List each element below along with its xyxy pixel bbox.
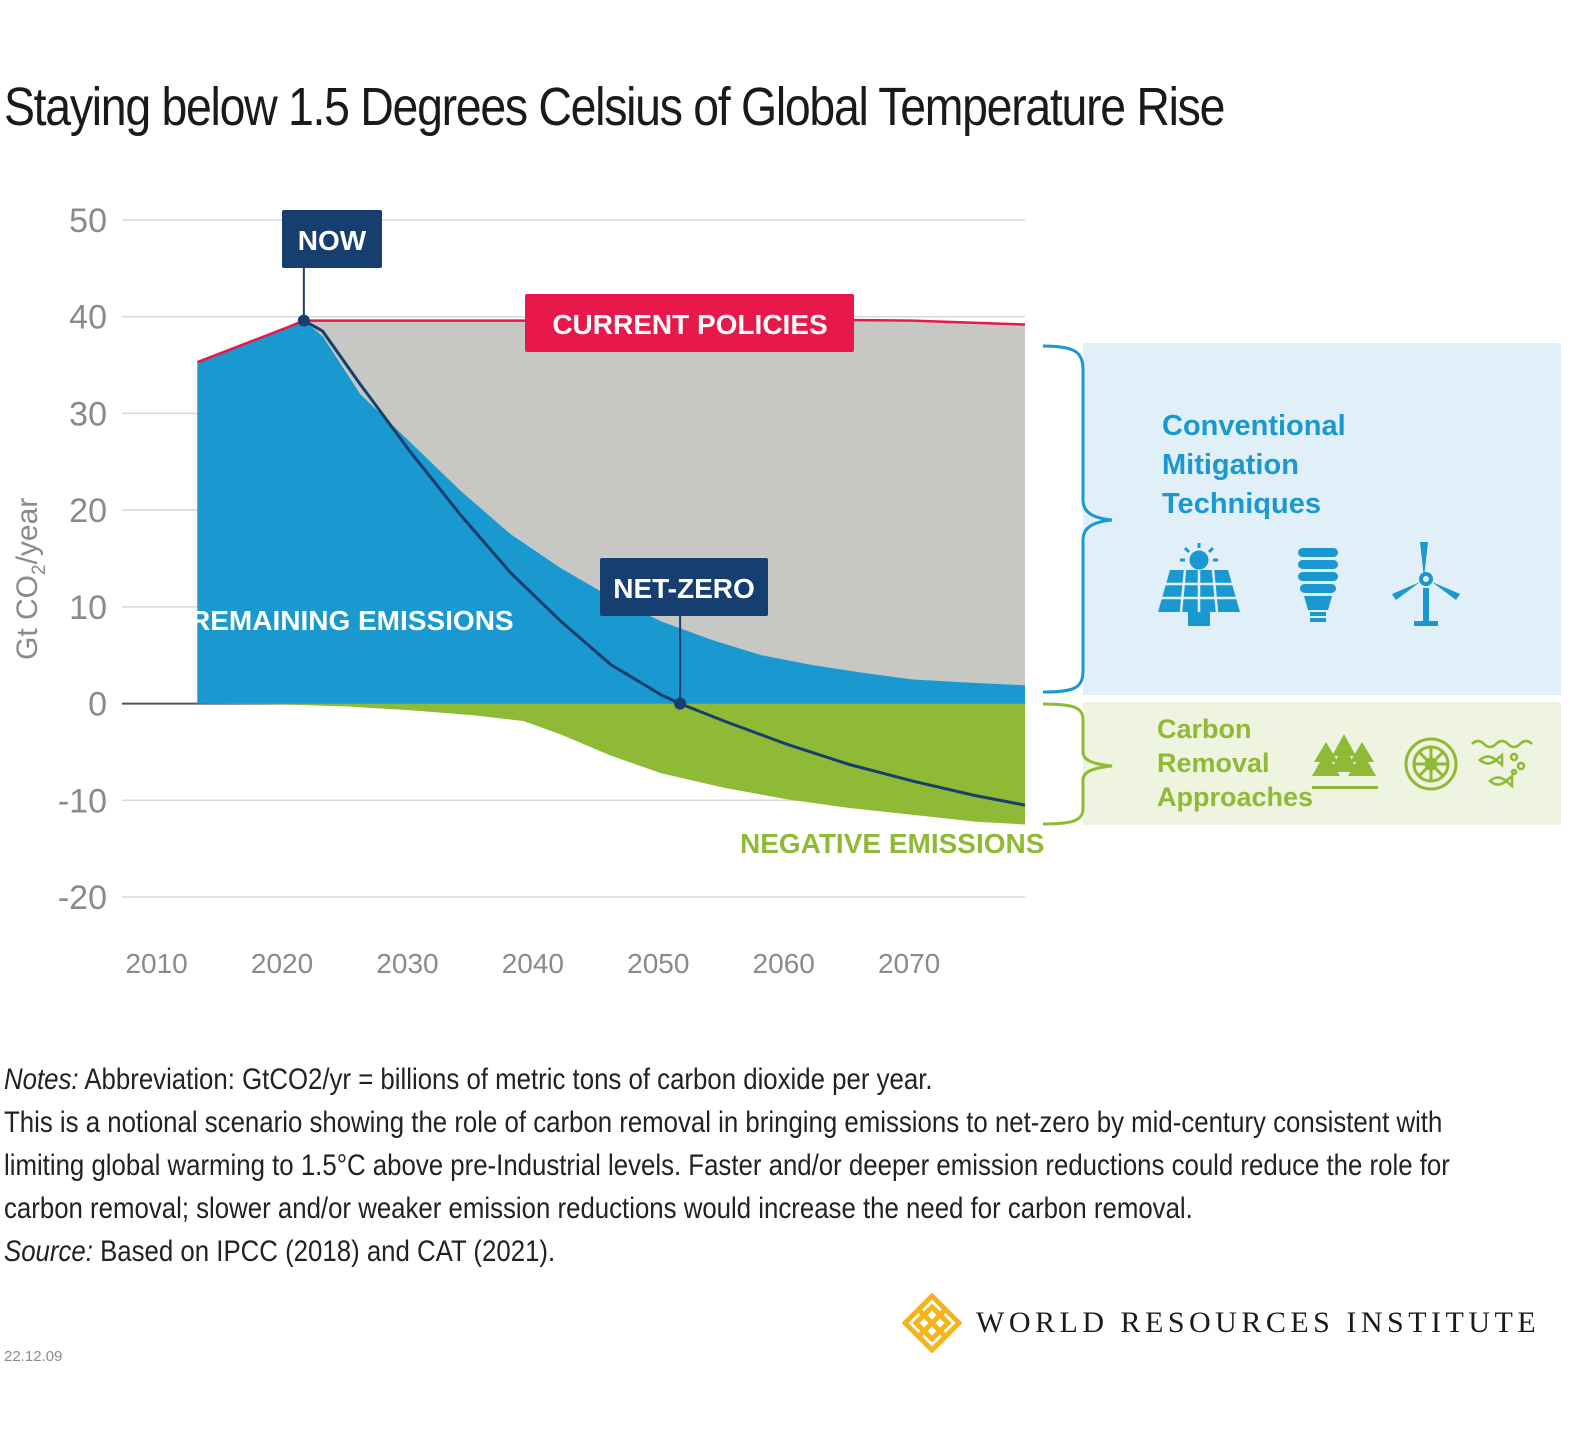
svg-text:NOW: NOW: [298, 225, 367, 256]
y-tick-label: 20: [69, 492, 107, 530]
x-tick-label: 2010: [125, 948, 187, 979]
source-text: Based on IPCC (2018) and CAT (2021).: [92, 1235, 556, 1268]
y-tick-label: 50: [69, 202, 107, 240]
source-label: Source:: [4, 1235, 93, 1268]
remaining-emissions-label: REMAINING EMISSIONS: [190, 605, 514, 636]
notes-line-2: This is a notional scenario showing the …: [4, 1106, 1443, 1139]
light-bulb-icon: [1298, 548, 1338, 622]
y-tick-label: 0: [88, 686, 107, 724]
solar-panel-icon: [1158, 543, 1240, 626]
conventional-bracket: [1042, 344, 1113, 694]
date-stamp: 22.12.09: [4, 1348, 63, 1365]
notes-block: Notes: Abbreviation: GtCO2/yr = billions…: [4, 1058, 1450, 1273]
svg-text:NET-ZERO: NET-ZERO: [613, 573, 755, 604]
chart-areas: [197, 319, 1026, 825]
x-axis-ticks: 2010 2020 2030 2040 2050 2060 2070: [125, 948, 940, 979]
notes-line-4: carbon removal; slower and/or weaker emi…: [4, 1192, 1193, 1225]
chart-title: Staying below 1.5 Degrees Celsius of Glo…: [4, 77, 1225, 137]
carbon-removal-panel: Carbon Removal Approaches: [1042, 702, 1561, 826]
svg-text:Removal: Removal: [1157, 748, 1270, 778]
notes-line-3: limiting global warming to 1.5°C above p…: [4, 1149, 1450, 1182]
wri-brand-text: WORLD RESOURCES INSTITUTE: [976, 1306, 1541, 1339]
x-tick-label: 2060: [753, 948, 815, 979]
y-axis-label: Gt CO2/year: [11, 498, 50, 660]
x-tick-label: 2040: [502, 948, 564, 979]
svg-text:Techniques: Techniques: [1162, 488, 1321, 520]
conventional-mitigation-panel: Conventional Mitigation Techniques: [1042, 343, 1561, 695]
svg-text:Approaches: Approaches: [1157, 782, 1313, 812]
current-policies-label: CURRENT POLICIES: [525, 294, 854, 352]
net-emissions-line: [303, 319, 1026, 807]
y-tick-label: 30: [69, 395, 107, 433]
y-tick-label: 10: [69, 589, 107, 627]
svg-text:CURRENT POLICIES: CURRENT POLICIES: [552, 309, 827, 340]
notes-label: Notes:: [4, 1063, 79, 1096]
svg-text:Conventional: Conventional: [1162, 410, 1346, 442]
y-tick-label: -20: [58, 879, 107, 917]
notes-line-1: Abbreviation: GtCO2/yr = billions of met…: [78, 1063, 933, 1096]
y-tick-label: -10: [58, 782, 107, 820]
remaining-emissions-area: [197, 320, 1026, 704]
negative-emissions-area: [197, 703, 1026, 825]
y-tick-label: 40: [69, 299, 107, 337]
now-annotation: NOW: [282, 210, 382, 327]
removal-bracket: [1042, 702, 1113, 826]
mitigation-gap-area: [197, 319, 1026, 686]
negative-emissions-label: NEGATIVE EMISSIONS: [740, 828, 1044, 859]
soil-icon: [1404, 737, 1458, 791]
wri-brand: WORLD RESOURCES INSTITUTE: [902, 1292, 1540, 1354]
wind-turbine-icon: [1392, 542, 1460, 626]
ocean-icon: [1471, 739, 1533, 789]
svg-text:Mitigation: Mitigation: [1162, 449, 1299, 481]
x-tick-label: 2050: [627, 948, 689, 979]
net-zero-annotation: NET-ZERO: [600, 558, 768, 710]
y-axis-ticks: 50 40 30 20 10 0 -10 -20: [58, 202, 107, 917]
forest-icon: [1312, 734, 1378, 789]
x-tick-label: 2020: [251, 948, 313, 979]
wri-logo-icon: [902, 1293, 962, 1353]
x-tick-label: 2070: [878, 948, 940, 979]
svg-text:Carbon: Carbon: [1157, 714, 1252, 744]
x-tick-label: 2030: [376, 948, 438, 979]
